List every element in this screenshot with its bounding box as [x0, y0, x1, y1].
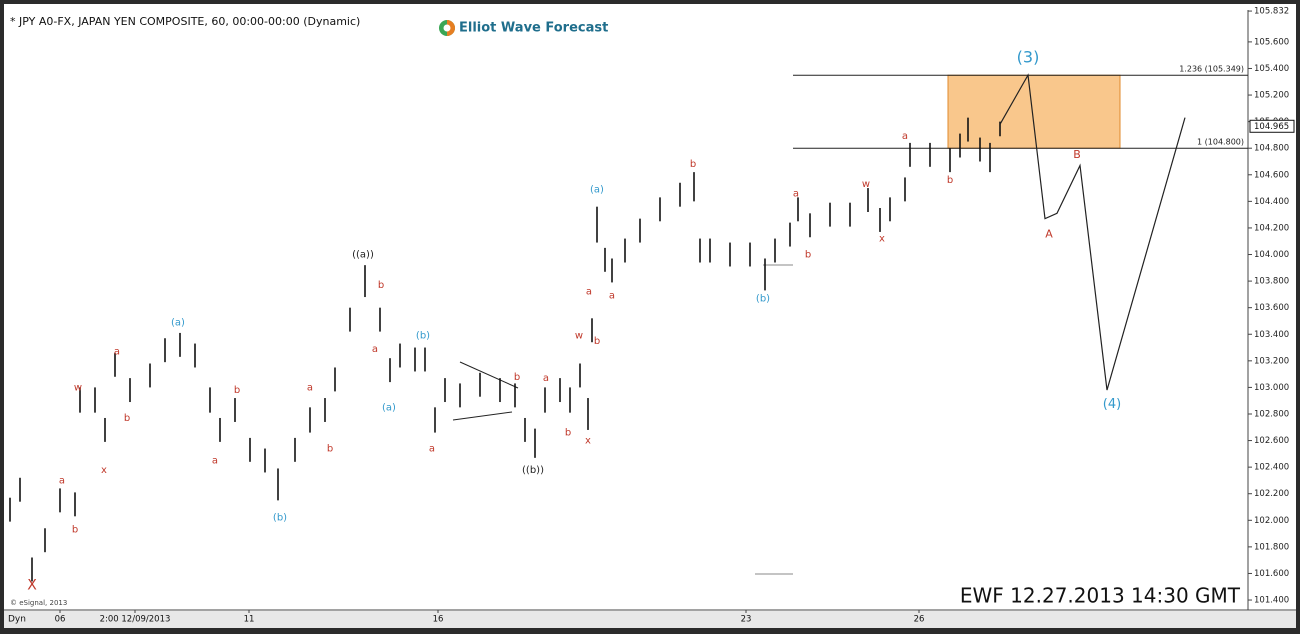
wave-label: ((a)) [352, 250, 374, 261]
y-tick-label: 102.000 [1254, 516, 1289, 526]
wave-label: w [74, 382, 82, 393]
wave-label: b [947, 175, 953, 186]
y-tick-label: 102.200 [1254, 489, 1289, 499]
y-tick-label: 104.200 [1254, 223, 1289, 233]
wave-label: w [575, 331, 583, 342]
fib-level-label: 1 (104.800) [1197, 138, 1244, 147]
wave-label: b [514, 372, 520, 383]
wave-label: a [372, 344, 378, 355]
wave-label: a [59, 475, 65, 486]
y-tick-label: 102.400 [1254, 463, 1289, 473]
wave-label: b [594, 336, 600, 347]
wave-label: (a) [590, 184, 604, 195]
wave-label: (b) [416, 331, 430, 342]
target-zone [947, 74, 1121, 149]
fib-level-label: 1.236 (105.349) [1179, 65, 1244, 74]
y-tick-label: 101.400 [1254, 596, 1289, 606]
x-tick-label: 26 [914, 615, 925, 625]
last-price-label: 104.965 [1254, 122, 1289, 132]
wave-label: (a) [382, 402, 396, 413]
wave-label: x [585, 436, 591, 447]
wave-label: b [805, 250, 811, 261]
wave-label: a [114, 347, 120, 358]
y-tick-label: 103.000 [1254, 383, 1289, 393]
watermark: EWF 12.27.2013 14:30 GMT [960, 584, 1241, 608]
wave-label: a [212, 455, 218, 466]
wave-label: a [307, 382, 313, 393]
y-tick-label: 101.600 [1254, 569, 1289, 579]
wave-label: (a) [171, 317, 185, 328]
x-axis-strip [4, 611, 1296, 628]
triangle-line [452, 411, 513, 421]
wave-label: a [586, 287, 592, 298]
y-tick-label: 105.600 [1254, 37, 1289, 47]
y-tick-label: 102.800 [1254, 409, 1289, 419]
wave-label: b [327, 444, 333, 455]
y-tick-label: 103.200 [1254, 356, 1289, 366]
wave-label: a [902, 131, 908, 142]
x-tick-label: 2:00 12/09/2013 [100, 615, 171, 625]
wave-label: a [609, 291, 615, 302]
y-tick-label: 105.832 [1254, 7, 1289, 17]
y-tick-label: 104.800 [1254, 144, 1289, 154]
wave-label: b [378, 280, 384, 291]
wave-label: B [1073, 148, 1081, 161]
wave-label: b [234, 385, 240, 396]
y-tick-label: 103.400 [1254, 330, 1289, 340]
x-tick-label: 06 [55, 615, 66, 625]
projection-path [999, 73, 1186, 391]
wave-label: (4) [1103, 397, 1121, 412]
y-tick-label: 105.200 [1254, 91, 1289, 101]
y-tick-label: 104.400 [1254, 197, 1289, 207]
y-tick-label: 103.600 [1254, 303, 1289, 313]
logo-icon-half [447, 20, 455, 36]
wave-label: b [72, 525, 78, 536]
x-tick-label: 16 [433, 615, 444, 625]
wave-label: ((b)) [522, 465, 544, 476]
wave-label: (b) [756, 293, 770, 304]
y-tick-label: 105.400 [1254, 64, 1289, 74]
last-price-box [1249, 119, 1295, 133]
x-tick-label: 23 [741, 615, 752, 625]
wave-label: X [27, 577, 37, 593]
wave-label: A [1045, 228, 1053, 241]
wave-label: b [565, 428, 571, 439]
wave-label: w [862, 179, 870, 190]
wave-label: b [690, 159, 696, 170]
y-tick-label: 101.800 [1254, 542, 1289, 552]
y-tick-label: 103.800 [1254, 277, 1289, 287]
triangle-line [459, 361, 519, 389]
wave-label: a [793, 188, 799, 199]
wave-label: (b) [273, 513, 287, 524]
chart-title: * JPY A0-FX, JAPAN YEN COMPOSITE, 60, 00… [10, 15, 360, 28]
wave-label: a [429, 444, 435, 455]
wave-label: a [543, 373, 549, 384]
y-tick-label: 102.600 [1254, 436, 1289, 446]
y-tick-label: 104.600 [1254, 170, 1289, 180]
wave-label: b [124, 413, 130, 424]
copyright: © eSignal, 2013 [10, 599, 67, 607]
wave-label: x [101, 465, 107, 476]
x-tick-label: 11 [244, 615, 255, 625]
logo-text: Elliot Wave Forecast [459, 21, 608, 36]
wave-label: (3) [1017, 47, 1040, 66]
logo-icon-center [443, 24, 451, 32]
mode-label: Dyn [8, 615, 26, 625]
wave-label: x [879, 234, 885, 245]
y-tick-label: 104.000 [1254, 250, 1289, 260]
